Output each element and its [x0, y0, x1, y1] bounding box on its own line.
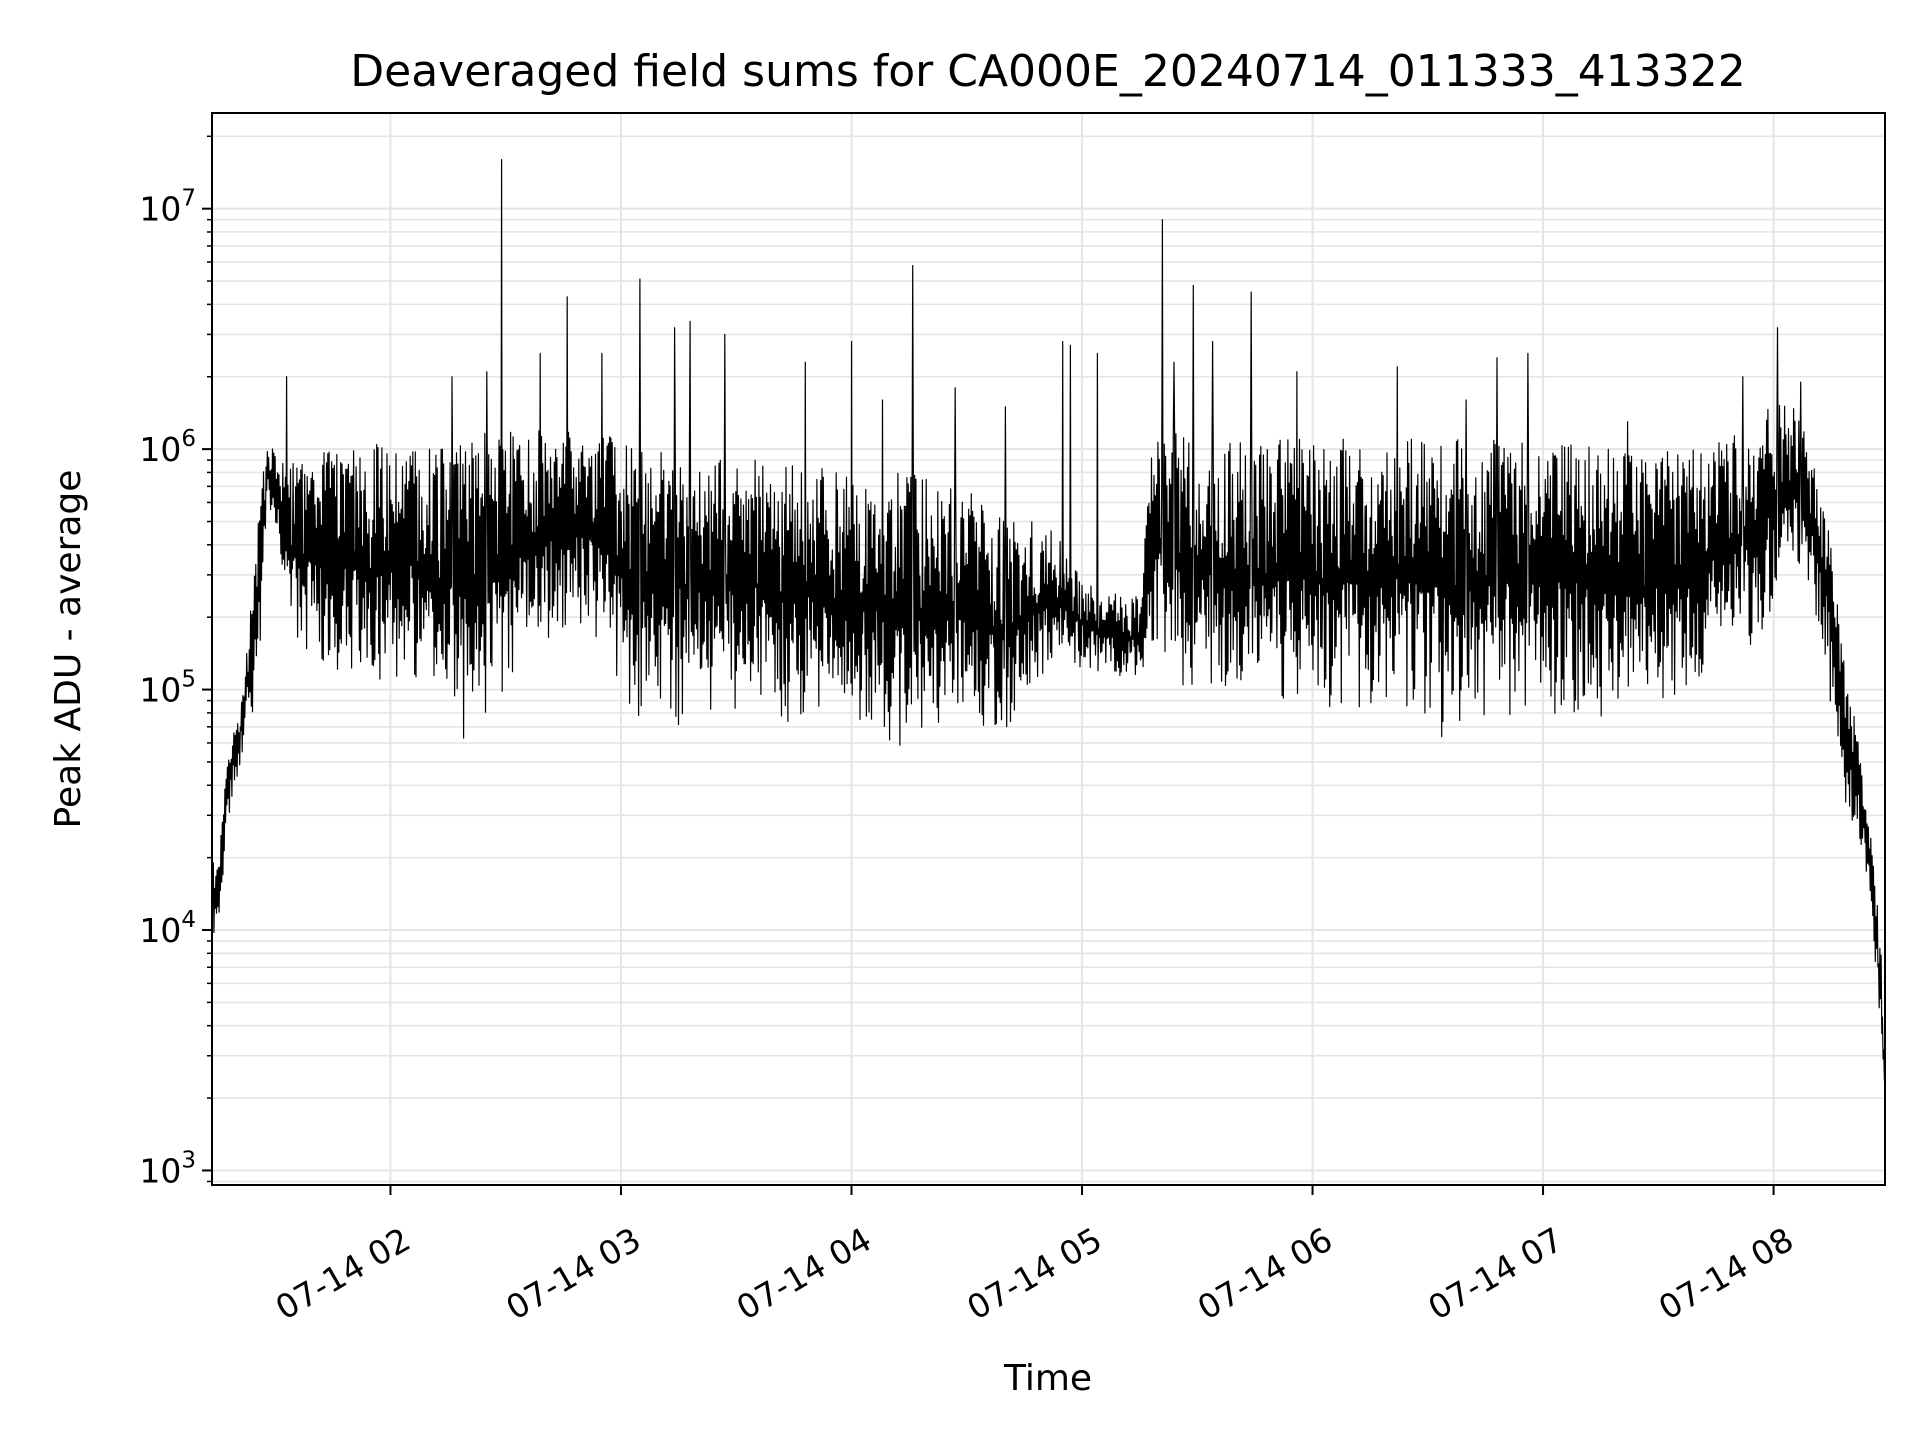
y-tick-label: 104: [139, 907, 196, 950]
x-axis-label: Time: [1003, 1358, 1092, 1399]
y-axis-ticks: 103 104 105 106 107: [139, 135, 212, 1190]
y-tick-label: 105: [139, 667, 196, 710]
y-axis-label: Peak ADU - average: [48, 470, 89, 829]
y-tick-label: 107: [139, 186, 196, 229]
plot-area-frame: [211, 112, 1886, 1186]
y-tick-label: 103: [139, 1147, 196, 1190]
series-line: [211, 159, 1886, 1089]
data-series: [211, 159, 1886, 1089]
chart-title: Deaveraged field sums for CA000E_2024071…: [350, 46, 1745, 97]
y-tick-label: 106: [139, 426, 196, 469]
